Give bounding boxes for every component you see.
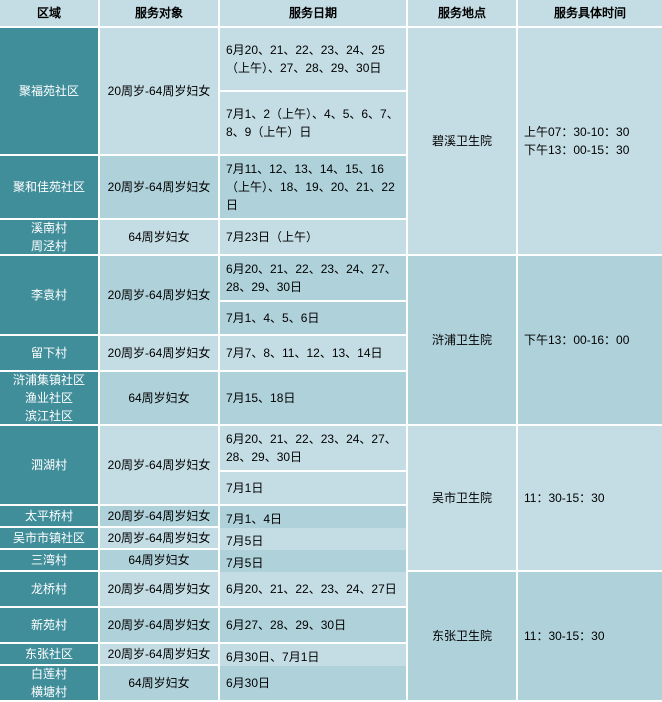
cell-date: 6月20、21、22、23、24、27日 xyxy=(220,572,408,608)
cell-object: 64周岁妇女 xyxy=(100,220,220,256)
cell-date: 7月1、4、5、6日 xyxy=(220,302,408,336)
table-header-row: 区域 服务对象 服务日期 服务地点 服务具体时间 xyxy=(0,0,662,28)
cell-date-wrap: 7月15、18日 xyxy=(220,372,408,426)
group-left-stack: 聚福苑社区20周岁-64周岁妇女6月20、21、22、23、24、25（上午）、… xyxy=(0,28,408,256)
cell-date-wrap: 7月1、4日 xyxy=(220,506,408,528)
cell-area: 吴市市镇社区 xyxy=(0,528,100,550)
cell-date: 7月7、8、11、12、13、14日 xyxy=(220,336,408,372)
cell-date: 7月1、2（上午）、4、5、6、7、8、9（上午）日 xyxy=(220,92,408,156)
table-row: 白莲村 横塘村64周岁妇女6月30日 xyxy=(0,666,408,702)
cell-object: 20周岁-64周岁妇女 xyxy=(100,28,220,156)
cell-date: 7月23日（上午） xyxy=(220,220,408,256)
cell-area: 三湾村 xyxy=(0,550,100,572)
table-row: 吴市市镇社区20周岁-64周岁妇女7月5日 xyxy=(0,528,408,550)
cell-date: 6月20、21、22、23、24、25（上午）、27、28、29、30日 xyxy=(220,28,408,92)
cell-date: 6月20、21、22、23、24、27、28、29、30日 xyxy=(220,426,408,472)
cell-date-wrap: 7月5日 xyxy=(220,550,408,572)
group-row: 泗湖村20周岁-64周岁妇女6月20、21、22、23、24、27、28、29、… xyxy=(0,426,662,572)
cell-date-wrap: 6月20、21、22、23、24、27、28、29、30日7月1、4、5、6日 xyxy=(220,256,408,336)
table-body: 聚福苑社区20周岁-64周岁妇女6月20、21、22、23、24、25（上午）、… xyxy=(0,28,662,702)
cell-time: 下午13：00-16：00 xyxy=(518,256,662,426)
header-date: 服务日期 xyxy=(220,0,408,28)
cell-object: 20周岁-64周岁妇女 xyxy=(100,608,220,644)
table-row: 太平桥村20周岁-64周岁妇女7月1、4日 xyxy=(0,506,408,528)
cell-location: 碧溪卫生院 xyxy=(408,28,518,256)
cell-area: 聚福苑社区 xyxy=(0,28,100,156)
cell-area: 太平桥村 xyxy=(0,506,100,528)
cell-area: 龙桥村 xyxy=(0,572,100,608)
group-left-stack: 泗湖村20周岁-64周岁妇女6月20、21、22、23、24、27、28、29、… xyxy=(0,426,408,572)
group-left-stack: 龙桥村20周岁-64周岁妇女6月20、21、22、23、24、27日新苑村20周… xyxy=(0,572,408,702)
cell-date: 6月20、21、22、23、24、27、28、29、30日 xyxy=(220,256,408,302)
table-row: 李袁村20周岁-64周岁妇女6月20、21、22、23、24、27、28、29、… xyxy=(0,256,408,336)
cell-date-wrap: 7月7、8、11、12、13、14日 xyxy=(220,336,408,372)
cell-time: 11：30-15：30 xyxy=(518,426,662,572)
cell-date: 7月1日 xyxy=(220,472,408,506)
cell-date: 7月11、12、13、14、15、16（上午）、18、19、20、21、22日 xyxy=(220,156,408,220)
cell-area: 白莲村 横塘村 xyxy=(0,666,100,702)
cell-object: 20周岁-64周岁妇女 xyxy=(100,506,220,528)
header-area: 区域 xyxy=(0,0,100,28)
group-row: 李袁村20周岁-64周岁妇女6月20、21、22、23、24、27、28、29、… xyxy=(0,256,662,426)
cell-date: 7月15、18日 xyxy=(220,372,408,426)
cell-date: 6月30日 xyxy=(220,666,408,702)
cell-location: 吴市卫生院 xyxy=(408,426,518,572)
cell-area: 新苑村 xyxy=(0,608,100,644)
cell-time: 11：30-15：30 xyxy=(518,572,662,702)
table-row: 浒浦集镇社区 渔业社区 滨江社区64周岁妇女7月15、18日 xyxy=(0,372,408,426)
group-row: 聚福苑社区20周岁-64周岁妇女6月20、21、22、23、24、25（上午）、… xyxy=(0,28,662,256)
table-row: 溪南村 周泾村64周岁妇女7月23日（上午） xyxy=(0,220,408,256)
group-left-stack: 李袁村20周岁-64周岁妇女6月20、21、22、23、24、27、28、29、… xyxy=(0,256,408,426)
cell-date-wrap: 7月5日 xyxy=(220,528,408,550)
cell-area: 东张社区 xyxy=(0,644,100,666)
cell-date-wrap: 7月23日（上午） xyxy=(220,220,408,256)
header-object: 服务对象 xyxy=(100,0,220,28)
cell-date-wrap: 6月20、21、22、23、24、27、28、29、30日7月1日 xyxy=(220,426,408,506)
table-row: 留下村20周岁-64周岁妇女7月7、8、11、12、13、14日 xyxy=(0,336,408,372)
cell-object: 20周岁-64周岁妇女 xyxy=(100,644,220,666)
cell-area: 溪南村 周泾村 xyxy=(0,220,100,256)
cell-location: 东张卫生院 xyxy=(408,572,518,702)
cell-object: 20周岁-64周岁妇女 xyxy=(100,256,220,336)
table-row: 泗湖村20周岁-64周岁妇女6月20、21、22、23、24、27、28、29、… xyxy=(0,426,408,506)
cell-date-wrap: 7月11、12、13、14、15、16（上午）、18、19、20、21、22日 xyxy=(220,156,408,220)
header-location: 服务地点 xyxy=(408,0,518,28)
schedule-table: 区域 服务对象 服务日期 服务地点 服务具体时间 聚福苑社区20周岁-64周岁妇… xyxy=(0,0,662,702)
cell-date: 6月27、28、29、30日 xyxy=(220,608,408,644)
cell-area: 浒浦集镇社区 渔业社区 滨江社区 xyxy=(0,372,100,426)
cell-object: 64周岁妇女 xyxy=(100,666,220,702)
cell-date-wrap: 6月30日 xyxy=(220,666,408,702)
table-row: 聚福苑社区20周岁-64周岁妇女6月20、21、22、23、24、25（上午）、… xyxy=(0,28,408,156)
cell-date-wrap: 6月20、21、22、23、24、27日 xyxy=(220,572,408,608)
cell-object: 20周岁-64周岁妇女 xyxy=(100,572,220,608)
header-time: 服务具体时间 xyxy=(518,0,662,28)
table-row: 龙桥村20周岁-64周岁妇女6月20、21、22、23、24、27日 xyxy=(0,572,408,608)
cell-area: 李袁村 xyxy=(0,256,100,336)
cell-date-wrap: 6月30日、7月1日 xyxy=(220,644,408,666)
cell-object: 20周岁-64周岁妇女 xyxy=(100,156,220,220)
cell-location: 浒浦卫生院 xyxy=(408,256,518,426)
cell-object: 20周岁-64周岁妇女 xyxy=(100,528,220,550)
cell-object: 20周岁-64周岁妇女 xyxy=(100,336,220,372)
cell-object: 64周岁妇女 xyxy=(100,550,220,572)
table-row: 新苑村20周岁-64周岁妇女6月27、28、29、30日 xyxy=(0,608,408,644)
cell-date-wrap: 6月27、28、29、30日 xyxy=(220,608,408,644)
table-row: 三湾村64周岁妇女7月5日 xyxy=(0,550,408,572)
cell-area: 泗湖村 xyxy=(0,426,100,506)
cell-area: 留下村 xyxy=(0,336,100,372)
group-row: 龙桥村20周岁-64周岁妇女6月20、21、22、23、24、27日新苑村20周… xyxy=(0,572,662,702)
cell-date-wrap: 6月20、21、22、23、24、25（上午）、27、28、29、30日7月1、… xyxy=(220,28,408,156)
table-row: 聚和佳苑社区20周岁-64周岁妇女7月11、12、13、14、15、16（上午）… xyxy=(0,156,408,220)
cell-object: 64周岁妇女 xyxy=(100,372,220,426)
cell-object: 20周岁-64周岁妇女 xyxy=(100,426,220,506)
cell-time: 上午07：30-10：30 下午13：00-15：30 xyxy=(518,28,662,256)
cell-area: 聚和佳苑社区 xyxy=(0,156,100,220)
table-row: 东张社区20周岁-64周岁妇女6月30日、7月1日 xyxy=(0,644,408,666)
